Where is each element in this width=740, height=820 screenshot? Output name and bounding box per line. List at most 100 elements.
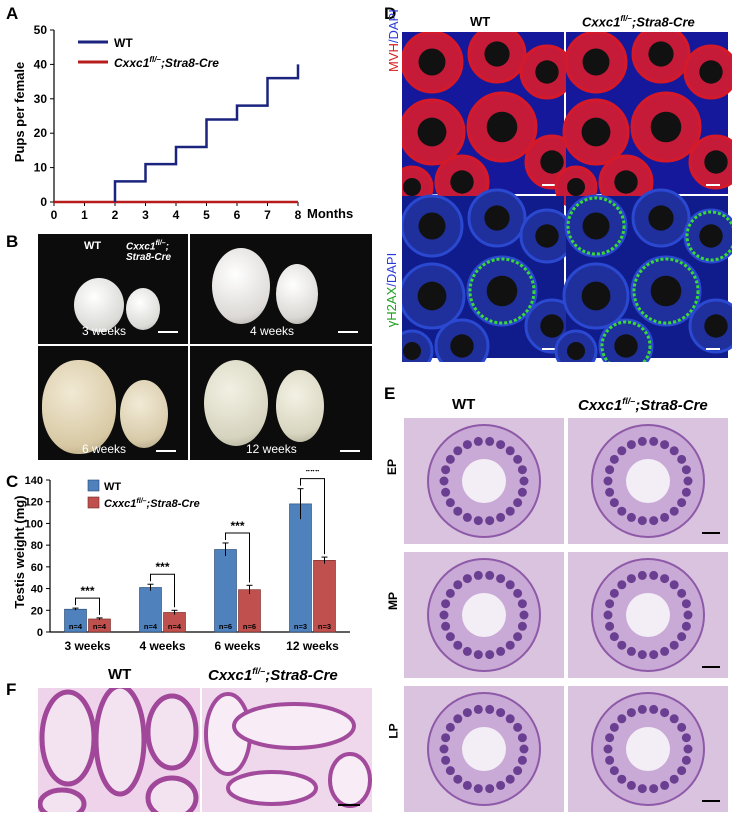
micrograph-mvh [402, 32, 580, 210]
cell-nucleus [660, 512, 670, 522]
epididymis-wt-image [38, 688, 200, 812]
cell-nucleus [496, 574, 506, 584]
cell-nucleus [519, 744, 529, 754]
testis-photo-6weeks: 6 weeks [38, 346, 188, 460]
micrograph-h2ax [554, 188, 732, 362]
significance-bracket [300, 478, 325, 555]
scale-bar [706, 184, 720, 186]
chart-a-ylabel: Pups per female [12, 62, 27, 162]
caption-3weeks: 3 weeks [82, 324, 127, 338]
cell-nucleus [441, 465, 451, 475]
scale-bar [702, 800, 720, 802]
photo-label-ko: Cxxc1fl/–; Stra8-Cre [126, 240, 172, 264]
cell-nucleus [669, 714, 679, 724]
panel-label-e: E [384, 384, 396, 403]
cell-nucleus [603, 744, 613, 754]
tubule-lumen [567, 178, 585, 196]
cell-nucleus [485, 650, 495, 660]
cell-nucleus [513, 454, 523, 464]
cell-nucleus [496, 646, 506, 656]
n-label: n=3 [294, 622, 307, 631]
cell-nucleus [441, 755, 451, 765]
tubule-lumen [648, 205, 674, 231]
significance-bracket [150, 573, 175, 608]
y-tick-label: 80 [31, 540, 43, 552]
scale-bar [706, 348, 720, 350]
cell-nucleus [485, 570, 495, 580]
panel-f-ko-label: Cxxc1fl/–;Stra8-Cre [208, 666, 338, 684]
panel-f-wt-label: WT [108, 666, 132, 683]
y-tick-label: 120 [25, 497, 43, 509]
tubule-lumen [418, 48, 446, 76]
tubule-lumen [462, 593, 506, 637]
panel-label-b: B [6, 232, 19, 251]
cell-nucleus [445, 588, 455, 598]
tubule-lumen [535, 224, 559, 248]
cell-nucleus [677, 632, 687, 642]
cell-nucleus [513, 722, 523, 732]
cell-nucleus [677, 498, 687, 508]
n-label: n=4 [69, 622, 83, 631]
cell-nucleus [626, 512, 636, 522]
testis-photo-12weeks: 12 weeks [190, 346, 372, 460]
h2ax-signal [468, 257, 536, 325]
cell-nucleus [605, 621, 615, 631]
cell-nucleus [462, 780, 472, 790]
cell-nucleus [473, 436, 483, 446]
cell-nucleus [605, 755, 615, 765]
scale-bar [340, 450, 360, 452]
significance-label: *** [80, 584, 94, 598]
cell-nucleus [677, 454, 687, 464]
scale-bar [702, 666, 720, 668]
x-category-label: 12 weeks [286, 639, 339, 653]
tubule-lumen [650, 275, 682, 307]
scale-bar [542, 348, 556, 350]
x-tick-label: 7 [264, 208, 271, 222]
testis-ko [126, 288, 160, 330]
tubule-lumen [582, 48, 610, 76]
tubule-lumen [704, 150, 728, 174]
h2ax-signal [685, 210, 732, 262]
cell-nucleus [462, 440, 472, 450]
chart-a-legend-ko: Cxxc1fl/–;Stra8-Cre [114, 55, 219, 70]
cell-nucleus [677, 588, 687, 598]
cell-nucleus [683, 744, 693, 754]
cell-nucleus [605, 487, 615, 497]
legend-ko-swatch [87, 496, 100, 509]
cell-nucleus [677, 766, 687, 776]
y-tick-label: 50 [34, 23, 48, 37]
cell-nucleus [505, 714, 515, 724]
cell-nucleus [505, 506, 515, 516]
n-label: n=3 [318, 622, 331, 631]
cell-nucleus [485, 436, 495, 446]
cell-nucleus [453, 714, 463, 724]
cell-nucleus [660, 780, 670, 790]
significance-label: *** [230, 519, 244, 533]
cell-nucleus [660, 708, 670, 718]
he-micrograph [568, 686, 728, 812]
tubule-lumen [626, 593, 670, 637]
cell-nucleus [453, 774, 463, 784]
cell-nucleus [669, 446, 679, 456]
legend-wt-swatch [87, 479, 100, 492]
bar-wt [214, 549, 237, 633]
cell-nucleus [617, 714, 627, 724]
cell-nucleus [649, 650, 659, 660]
he-micrograph [568, 418, 728, 544]
cell-nucleus [637, 650, 647, 660]
series-wt-line [113, 64, 300, 202]
cell-nucleus [517, 599, 527, 609]
cell-nucleus [453, 640, 463, 650]
cell-nucleus [669, 640, 679, 650]
cell-nucleus [609, 498, 619, 508]
cell-nucleus [669, 774, 679, 784]
panel-d-ko-label: Cxxc1fl/–;Stra8-Cre [582, 14, 695, 30]
testis-wt [74, 278, 124, 332]
cell-nucleus [445, 498, 455, 508]
significance-bracket [75, 597, 100, 615]
panel-d-wt-label: WT [470, 14, 491, 29]
cell-nucleus [496, 512, 506, 522]
scale-bar [338, 804, 360, 806]
cell-nucleus [445, 722, 455, 732]
panel-e-ko-label: Cxxc1fl/–;Stra8-Cre [578, 396, 708, 414]
